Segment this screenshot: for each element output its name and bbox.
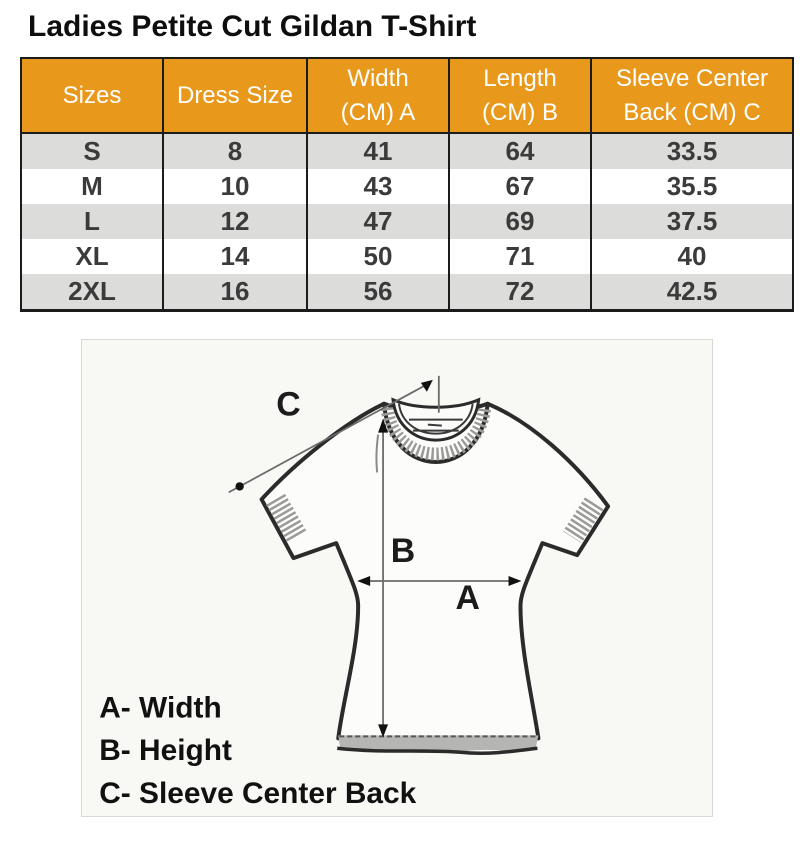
table-row-s: S 8 41 64 33.5 xyxy=(20,133,794,169)
size-cell: S xyxy=(20,133,164,169)
sleeve-cell: 40 xyxy=(590,239,794,274)
width-cell: 43 xyxy=(306,169,450,204)
table-header-row: Sizes Dress Size Width (CM) A Length (CM) … xyxy=(20,57,794,134)
col-header-sizes: Sizes xyxy=(20,57,164,134)
width-cell: 41 xyxy=(306,133,450,169)
c-line-dot xyxy=(235,482,244,491)
size-cell: XL xyxy=(20,239,164,274)
size-cell: M xyxy=(20,169,164,204)
table-row-m: M 10 43 67 35.5 xyxy=(20,169,794,204)
right-cuff-ribbing xyxy=(563,497,604,544)
collar-ribbing xyxy=(380,406,492,461)
dress-size-cell: 14 xyxy=(162,239,308,274)
measurement-arrowheads xyxy=(235,379,522,738)
sleeve-cell: 42.5 xyxy=(590,274,794,312)
dress-size-cell: 8 xyxy=(162,133,308,169)
shoulder-seam xyxy=(375,434,380,473)
size-cell: L xyxy=(20,204,164,239)
size-cell: 2XL xyxy=(20,274,164,312)
length-cell: 71 xyxy=(448,239,592,274)
col-header-length: Length (CM) B xyxy=(448,57,592,134)
length-cell: 64 xyxy=(448,133,592,169)
table-row-xl: XL 14 50 71 40 xyxy=(20,239,794,274)
width-cell: 56 xyxy=(306,274,450,312)
tshirt-body xyxy=(259,401,611,741)
dress-size-cell: 16 xyxy=(162,274,308,312)
sleeve-cell: 35.5 xyxy=(590,169,794,204)
label-b: B xyxy=(391,532,415,570)
col-header-width: Width (CM) A xyxy=(306,57,450,134)
size-table: Sizes Dress Size Width (CM) A Length (CM) … xyxy=(20,57,794,312)
label-c: C xyxy=(276,386,300,424)
tshirt-diagram-svg: C B A A- Width B- Height C- Sleeve Cente… xyxy=(99,375,611,810)
arrow-a-right xyxy=(508,576,522,586)
legend-width: A- Width xyxy=(99,691,221,724)
length-cell: 67 xyxy=(448,169,592,204)
table-row-l: L 12 47 69 37.5 xyxy=(20,204,794,239)
sleeve-cell: 33.5 xyxy=(590,133,794,169)
table-row-2xl: 2XL 16 56 72 42.5 xyxy=(20,274,794,312)
width-cell: 50 xyxy=(306,239,450,274)
arrow-b-bottom xyxy=(378,724,389,738)
measurement-diagram-box: C B A A- Width B- Height C- Sleeve Cente… xyxy=(81,339,713,817)
dress-size-cell: 12 xyxy=(162,204,308,239)
legend-height: B- Height xyxy=(99,734,232,767)
tshirt-outline xyxy=(259,401,611,741)
col-header-sleeve-center-back: Sleeve Center Back (CM) C xyxy=(590,57,794,134)
arrow-c-top xyxy=(420,379,433,392)
arrow-b-top xyxy=(378,418,389,433)
dress-size-cell: 10 xyxy=(162,169,308,204)
label-a: A xyxy=(455,579,479,617)
hem-band xyxy=(337,735,539,755)
width-cell: 47 xyxy=(306,204,450,239)
page-title: Ladies Petite Cut Gildan T-Shirt xyxy=(28,10,477,43)
sleeve-cell: 37.5 xyxy=(590,204,794,239)
legend-sleeve-center-back: C- Sleeve Center Back xyxy=(99,777,416,810)
measure-c-line xyxy=(241,382,431,487)
length-cell: 72 xyxy=(448,274,592,312)
left-cuff-ribbing xyxy=(266,493,307,543)
arrow-a-left xyxy=(357,576,371,586)
ribbing xyxy=(266,406,604,544)
collar-detail xyxy=(375,397,481,473)
col-header-dress-size: Dress Size xyxy=(162,57,308,134)
length-cell: 69 xyxy=(448,204,592,239)
measurement-lines xyxy=(228,375,515,732)
